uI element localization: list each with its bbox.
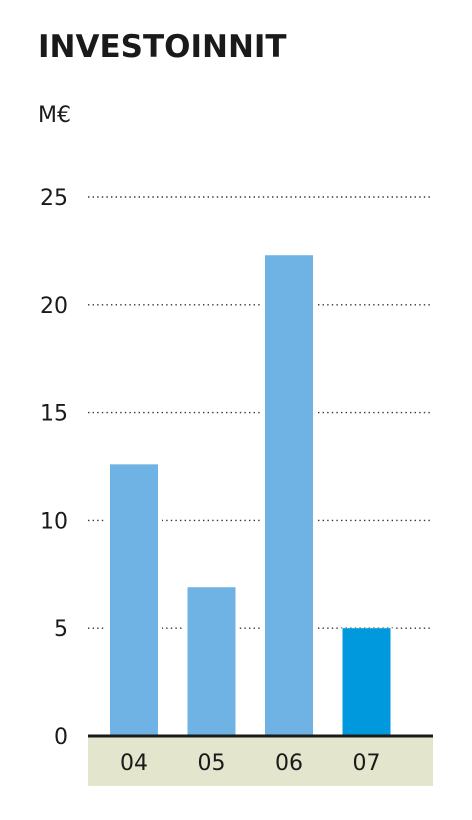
bar-04 (110, 464, 158, 736)
y-tick-label: 5 (54, 617, 68, 642)
x-tick-label: 06 (275, 751, 303, 776)
x-axis-ticks: 04 05 06 07 (120, 751, 381, 776)
y-axis-unit-label: M€ (38, 103, 71, 128)
y-tick-label: 15 (40, 402, 68, 427)
x-axis-band (88, 736, 433, 786)
x-tick-label: 07 (353, 751, 381, 776)
bar-07 (342, 628, 391, 736)
y-tick-label: 10 (40, 509, 68, 534)
bar-05 (187, 587, 236, 736)
bars (106, 255, 395, 736)
x-tick-label: 04 (120, 751, 148, 776)
y-tick-label: 20 (40, 294, 68, 319)
x-tick-label: 05 (198, 751, 226, 776)
y-axis-ticks: 0 5 10 15 20 25 (40, 186, 68, 750)
y-tick-label: 25 (40, 186, 68, 211)
chart-title: INVESTOINNIT (38, 29, 287, 65)
bar-06 (265, 255, 313, 736)
y-tick-label: 0 (54, 725, 68, 750)
